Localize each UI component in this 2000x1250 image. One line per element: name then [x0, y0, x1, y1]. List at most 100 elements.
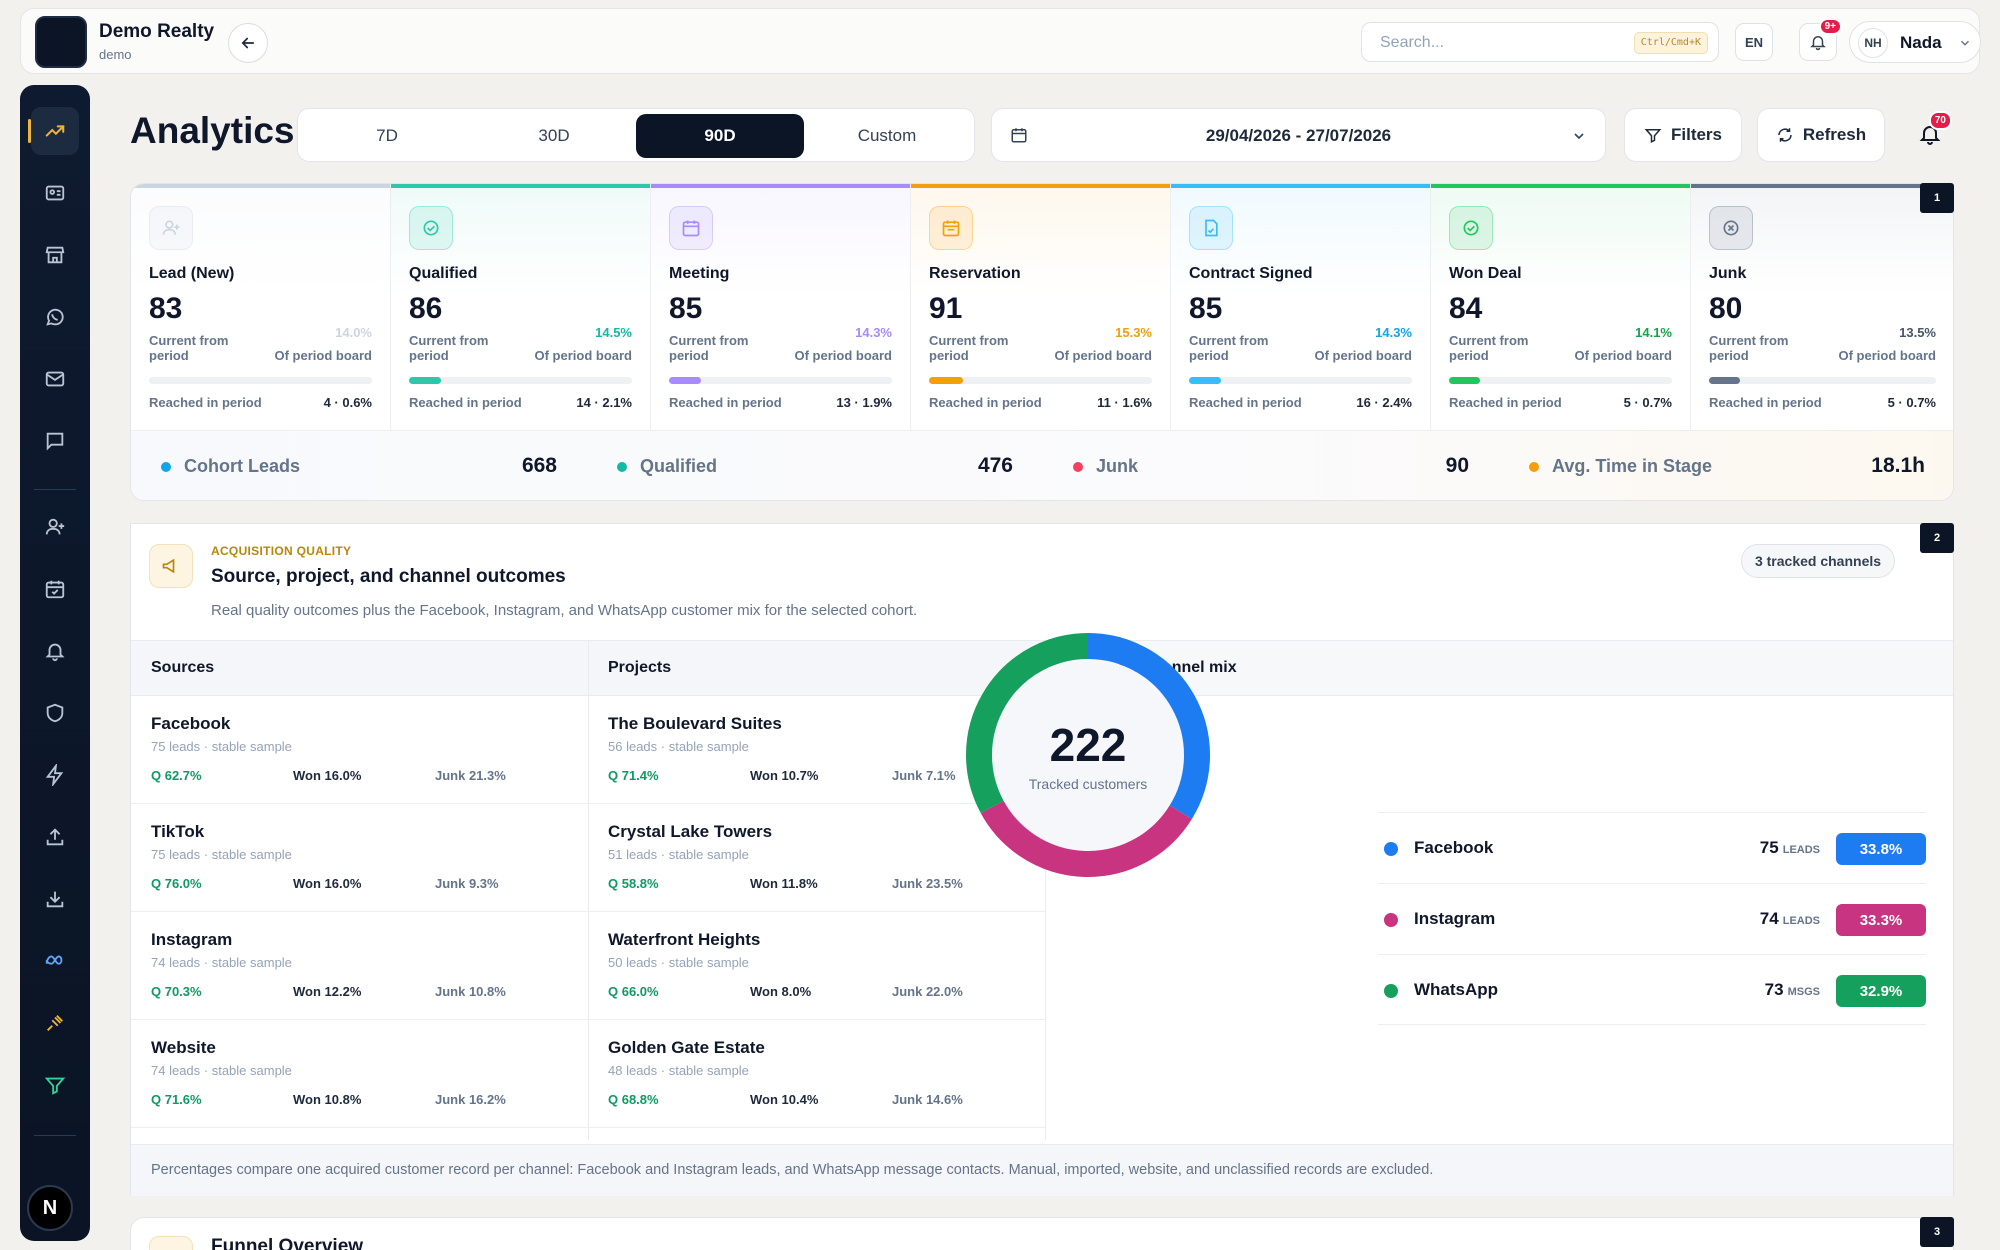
sidebar-item-calendar[interactable]: [31, 565, 79, 613]
sidebar-item-whatsapp[interactable]: [31, 293, 79, 341]
stage-of-label: Of period board: [1574, 348, 1673, 363]
stage-share: 14.1%: [1635, 325, 1672, 340]
meta-icon: [45, 955, 63, 965]
chat-icon: [46, 432, 64, 451]
sidebar-item-notifications[interactable]: [31, 627, 79, 675]
list-item[interactable]: The Boulevard Suites 56 leads · stable sa…: [588, 696, 1045, 804]
user-menu[interactable]: NH Nada: [1849, 21, 1981, 63]
stage-share: 15.3%: [1115, 325, 1152, 340]
calendar-check-icon: [45, 580, 65, 599]
junk-rate: Junk 22.0%: [892, 984, 963, 999]
list-item[interactable]: Crystal Lake Towers 51 leads · stable sam…: [588, 804, 1045, 912]
list-item[interactable]: Facebook 75 leads · stable sample Q 62.7% W…: [131, 696, 588, 804]
stage-accent-bar: [391, 184, 650, 188]
calendar-icon: [929, 206, 973, 250]
brand-logo[interactable]: [35, 16, 87, 68]
stage-reached-label: Reached in period: [1189, 395, 1302, 410]
sidebar-avatar[interactable]: N: [27, 1185, 73, 1231]
contact-card-icon: [45, 185, 65, 201]
sidebar-item-upload[interactable]: [31, 813, 79, 861]
stage-card[interactable]: Junk 80 13.5% Current from period Of period …: [1691, 184, 1953, 430]
list-item[interactable]: Instagram 74 leads · stable sample Q 70.3%…: [131, 912, 588, 1020]
stage-of-label: Of period board: [1838, 348, 1937, 363]
stage-accent-bar: [1691, 184, 1953, 188]
stage-reached-label: Reached in period: [929, 395, 1042, 410]
stage-card[interactable]: Contract Signed 85 14.3% Current from perio…: [1171, 184, 1431, 430]
sidebar-item-email[interactable]: [31, 355, 79, 403]
projects-column-header: Projects: [588, 640, 1045, 696]
stage-progress-bar: [669, 377, 892, 384]
x-circle-icon: [1709, 206, 1753, 250]
tab-30d[interactable]: 30D: [538, 126, 570, 145]
donut-slice-whatsapp[interactable]: [966, 633, 1089, 814]
notifications-button[interactable]: 9+: [1799, 18, 1842, 61]
qualified-rate: Q 71.6%: [151, 1092, 202, 1107]
tab-7d[interactable]: 7D: [376, 126, 398, 145]
sidebar-item-automation[interactable]: [31, 751, 79, 799]
stage-reached-value: 5 · 0.7%: [1887, 395, 1936, 410]
stage-card[interactable]: Lead (New) 83 14.0% Current from period Of p…: [131, 184, 391, 430]
list-item[interactable]: Golden Gate Estate 48 leads · stable samp…: [588, 1020, 1045, 1128]
stage-reached-label: Reached in period: [1449, 395, 1562, 410]
stage-name: Lead (New): [149, 265, 235, 282]
stage-current-label: Current from period: [149, 333, 229, 363]
stage-of-label: Of period board: [534, 348, 633, 363]
stage-accent-bar: [911, 184, 1170, 188]
tab-90d[interactable]: 90D: [636, 114, 804, 158]
sidebar-item-security[interactable]: [31, 689, 79, 737]
section-number-badge: 3: [1920, 1217, 1954, 1247]
sidebar-item-store[interactable]: [31, 231, 79, 279]
sidebar-divider: [34, 489, 76, 490]
item-sample: 75 leads · stable sample: [151, 739, 292, 754]
sidebar-item-download[interactable]: [31, 875, 79, 923]
sidebar-item-meta[interactable]: [31, 937, 79, 985]
list-item[interactable]: TikTok 75 leads · stable sample Q 76.0% Won…: [131, 804, 588, 912]
sidebar-item-filters[interactable]: [31, 1061, 79, 1109]
stage-name: Meeting: [669, 265, 730, 282]
item-sample: 75 leads · stable sample: [151, 847, 292, 862]
channel-name: Facebook: [1414, 838, 1494, 857]
stage-card[interactable]: Reservation 91 15.3% Current from period Of …: [911, 184, 1171, 430]
date-range-picker[interactable]: 29/04/2026 - 27/07/2026: [991, 108, 1606, 162]
legend-swatch: [1384, 984, 1398, 998]
summary-strip: Cohort Leads 668 Qualified 476 Junk 90 A…: [131, 430, 1953, 500]
donut-slice-instagram[interactable]: [980, 800, 1192, 877]
column-divider: [1045, 640, 1046, 1140]
stage-card[interactable]: Meeting 85 14.3% Current from period Of peri…: [651, 184, 911, 430]
summary-label: Avg. Time in Stage: [1552, 456, 1713, 476]
sources-column-header: Sources: [131, 640, 588, 696]
donut-slice-facebook[interactable]: [1087, 633, 1210, 820]
download-icon: [46, 891, 64, 908]
item-name: Crystal Lake Towers: [608, 822, 773, 841]
sidebar-item-messages[interactable]: [31, 417, 79, 465]
sidebar-item-add-user[interactable]: [31, 503, 79, 551]
mail-icon: [45, 371, 65, 387]
sidebar-item-contacts[interactable]: [31, 169, 79, 217]
filter-icon: [44, 1077, 66, 1095]
tracked-channels-chip[interactable]: 3 tracked channels: [1741, 544, 1895, 578]
sidebar-item-integrations[interactable]: [31, 999, 79, 1047]
junk-rate: Junk 16.2%: [435, 1092, 506, 1107]
stage-card[interactable]: Qualified 86 14.5% Current from period Of pe…: [391, 184, 651, 430]
brand-subtitle: demo: [99, 47, 132, 62]
item-name: Instagram: [151, 930, 233, 949]
tab-custom[interactable]: Custom: [857, 126, 917, 145]
back-button[interactable]: [228, 23, 268, 63]
alerts-button[interactable]: 70: [1910, 111, 1952, 154]
tracked-total-label: Tracked customers: [1028, 776, 1148, 792]
stage-reached-value: 13 · 1.9%: [836, 395, 892, 410]
list-item[interactable]: Waterfront Heights 50 leads · stable samp…: [588, 912, 1045, 1020]
check-circle-icon: [409, 206, 453, 250]
list-item[interactable]: Website 74 leads · stable sample Q 71.6% Wo…: [131, 1020, 588, 1128]
stage-card[interactable]: Won Deal 84 14.1% Current from period Of per…: [1431, 184, 1691, 430]
donut-center: 222 Tracked customers: [958, 625, 1218, 885]
stage-current-label: Current from period: [409, 333, 489, 363]
search-input[interactable]: Search... Ctrl/Cmd+K: [1361, 22, 1719, 62]
sidebar-item-analytics[interactable]: [28, 107, 79, 155]
language-button[interactable]: EN: [1735, 23, 1773, 61]
won-rate: Won 11.8%: [750, 876, 818, 891]
refresh-button[interactable]: Refresh: [1757, 108, 1885, 162]
item-sample: 48 leads · stable sample: [608, 1063, 749, 1078]
filters-button[interactable]: Filters: [1624, 108, 1742, 162]
stage-reached-label: Reached in period: [409, 395, 522, 410]
